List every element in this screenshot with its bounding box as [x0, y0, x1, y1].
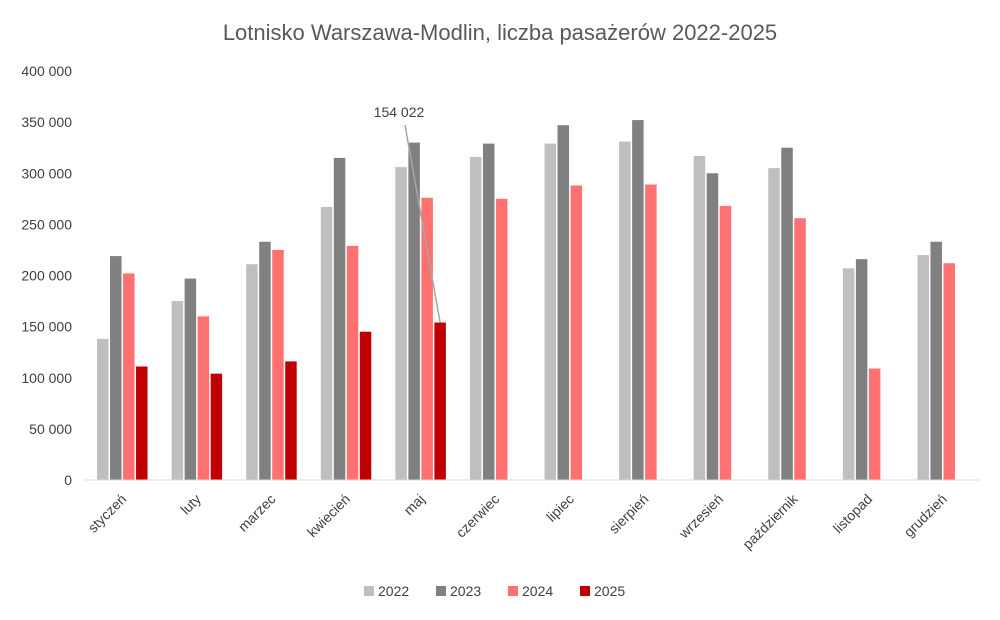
bar [930, 241, 942, 480]
y-axis: 0 50 000 100 000 150 000 200 000 250 000 300 0… [21, 63, 72, 488]
bar [570, 185, 583, 480]
x-tick-label: listopad [830, 491, 875, 536]
y-tick-label: 350 000 [21, 114, 72, 130]
bar [469, 156, 482, 480]
x-tick-label: sierpień [606, 491, 652, 537]
chart-title: Lotnisko Warszawa-Modlin, liczba pasażer… [223, 20, 777, 45]
bar [557, 125, 570, 480]
bar [359, 331, 372, 480]
legend-swatch [364, 586, 374, 596]
bar [184, 278, 197, 480]
bar [421, 197, 433, 481]
bar [210, 373, 223, 480]
bar [855, 259, 868, 480]
bar [395, 167, 407, 480]
bar [197, 316, 210, 480]
legend-swatch [580, 586, 590, 596]
legend-label: 2022 [378, 583, 409, 599]
x-tick-label: marzec [235, 491, 279, 535]
bar [171, 301, 184, 480]
legend-label: 2023 [450, 583, 481, 599]
bar [794, 218, 806, 481]
y-tick-label: 200 000 [21, 268, 72, 284]
y-tick-label: 250 000 [21, 216, 72, 232]
x-tick-label: wrzesień [675, 491, 726, 542]
x-tick-label: styczeń [85, 491, 130, 536]
bars [97, 120, 955, 481]
bar [706, 173, 719, 480]
x-tick-label: kwiecień [304, 491, 353, 540]
bar [719, 205, 732, 480]
bar [645, 184, 657, 480]
bar [346, 245, 359, 480]
bar [408, 142, 420, 480]
bar [434, 322, 446, 480]
y-tick-label: 100 000 [21, 370, 72, 386]
y-tick-label: 0 [64, 472, 72, 488]
bar [781, 147, 793, 480]
bar [123, 273, 135, 480]
bar [259, 241, 271, 480]
x-tick-label: maj [400, 491, 427, 518]
leader-line [404, 124, 441, 323]
bar [482, 143, 495, 480]
x-tick-label: październik [739, 490, 801, 552]
bar [868, 368, 881, 480]
bar [272, 249, 284, 480]
bar [246, 264, 258, 480]
x-tick-label: lipiec [543, 491, 577, 525]
bar [333, 157, 346, 480]
bar [619, 141, 631, 481]
bar [693, 155, 706, 480]
legend-label: 2024 [522, 583, 553, 599]
bar [285, 361, 297, 480]
bar [632, 120, 644, 480]
bar [768, 168, 780, 480]
bar [943, 263, 955, 480]
bar [136, 366, 148, 480]
bar [495, 198, 508, 480]
y-tick-label: 400 000 [21, 63, 72, 79]
bar [97, 338, 109, 480]
x-tick-label: czerwiec [453, 491, 503, 541]
x-tick-label: luty [177, 491, 204, 518]
x-tick-label: grudzień [901, 491, 950, 540]
bar [842, 268, 855, 480]
y-tick-label: 50 000 [29, 421, 72, 437]
legend-label: 2025 [594, 583, 625, 599]
legend-swatch [436, 586, 446, 596]
bar [110, 256, 122, 480]
data-label: 154 022 [374, 104, 425, 120]
bar [917, 255, 929, 480]
legend-swatch [508, 586, 518, 596]
y-tick-label: 300 000 [21, 165, 72, 181]
y-tick-label: 150 000 [21, 319, 72, 335]
x-axis: styczeń luty marzec kwiecień maj czerwiec lipi… [85, 479, 980, 552]
legend: 2022 2023 2024 2025 [364, 583, 625, 599]
bar [320, 206, 333, 481]
data-callout: 154 022 [374, 104, 441, 323]
bar [544, 143, 557, 480]
